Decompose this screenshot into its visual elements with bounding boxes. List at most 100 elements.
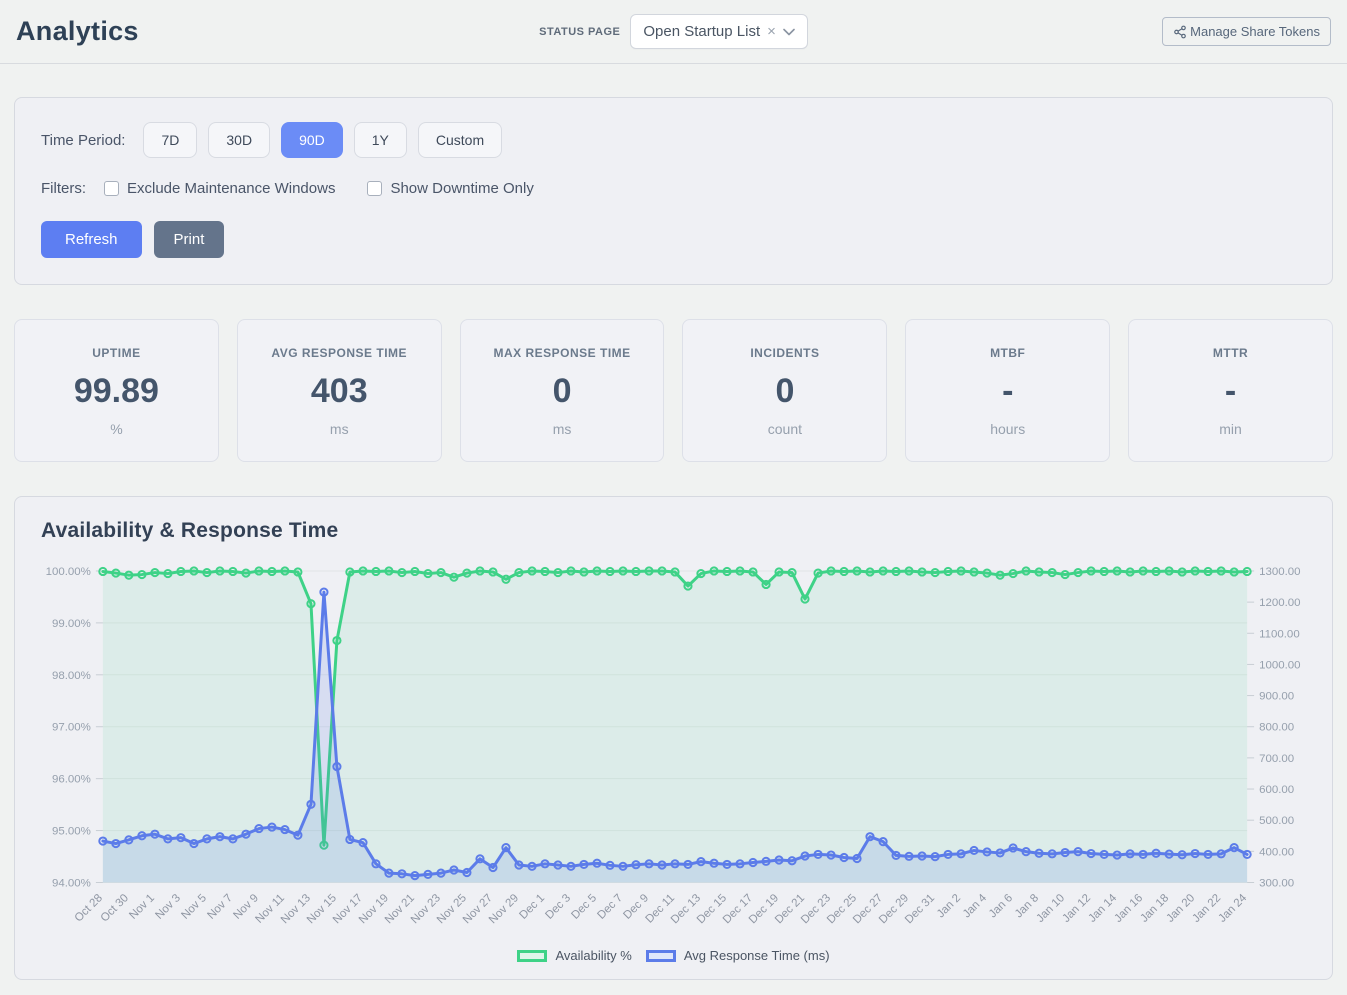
legend-label: Avg Response Time (ms)	[683, 948, 830, 964]
stat-unit: count	[767, 421, 803, 437]
svg-text:900.00: 900.00	[1259, 691, 1294, 703]
stat-label: AVG RESPONSE TIME	[271, 346, 408, 360]
availability-legend-swatch	[517, 949, 548, 962]
svg-text:1300.00: 1300.00	[1259, 566, 1300, 578]
period-button-30d[interactable]: 30D	[208, 122, 271, 158]
stat-unit: hours	[990, 421, 1026, 437]
stat-label: MTBF	[990, 346, 1026, 360]
checkbox-show-downtime[interactable]: Show Downtime Only	[367, 180, 534, 197]
svg-text:Dec 7: Dec 7	[595, 892, 625, 922]
svg-text:Jan 20: Jan 20	[1164, 892, 1197, 925]
svg-text:Dec 3: Dec 3	[543, 892, 573, 922]
svg-text:Jan 6: Jan 6	[987, 892, 1015, 920]
print-button[interactable]: Print	[153, 221, 225, 258]
availability-response-chart: 100.00% 99.00% 98.00% 97.00% 96.00% 95.00% 94.…	[46, 566, 1301, 926]
page-title: Analytics	[16, 16, 139, 46]
period-button-custom[interactable]: Custom	[417, 122, 503, 158]
svg-text:Dec 1: Dec 1	[517, 892, 547, 922]
svg-text:94.00%: 94.00%	[52, 877, 91, 889]
stat-card-incidents: INCIDENTS 0 count	[682, 319, 888, 462]
svg-text:600.00: 600.00	[1259, 784, 1294, 796]
top-header: Analytics STATUS PAGE Open Startup List …	[0, 0, 1347, 64]
manage-share-tokens-label: Manage Share Tokens	[1190, 24, 1320, 39]
chevron-down-icon	[783, 28, 795, 36]
svg-text:Nov 29: Nov 29	[487, 892, 521, 926]
checkbox-exclude-maintenance-box[interactable]	[104, 181, 119, 196]
time-period-label: Time Period:	[41, 131, 126, 149]
filter-panel: Time Period: 7D 30D 90D 1Y Custom Filter…	[14, 97, 1333, 285]
stat-value: -	[1224, 372, 1237, 410]
svg-text:Oct 28: Oct 28	[73, 892, 105, 924]
stat-unit: %	[110, 421, 123, 437]
stat-card-uptime: UPTIME 99.89 %	[14, 319, 219, 462]
svg-text:Nov 3: Nov 3	[153, 892, 183, 922]
stat-value: 403	[310, 372, 368, 410]
stat-value: 0	[552, 372, 572, 410]
legend-item-availability[interactable]: Availability %	[517, 948, 632, 964]
chart-legend: Availability % Avg Response Time (ms)	[15, 946, 1332, 969]
stat-value: 0	[775, 372, 795, 410]
stat-label: UPTIME	[92, 346, 141, 360]
stat-unit: ms	[552, 421, 572, 437]
stat-unit: min	[1219, 421, 1242, 437]
chart-panel: Availability & Response Time 100.00% 99.0…	[14, 496, 1333, 981]
svg-text:500.00: 500.00	[1259, 815, 1294, 827]
svg-text:100.00%: 100.00%	[46, 566, 91, 578]
stat-label: MAX RESPONSE TIME	[493, 346, 631, 360]
stat-label: MTTR	[1212, 346, 1249, 360]
stat-card-avg-response: AVG RESPONSE TIME 403 ms	[236, 319, 442, 462]
svg-text:Nov 5: Nov 5	[179, 892, 209, 922]
svg-text:Jan 16: Jan 16	[1112, 892, 1145, 925]
period-button-7d[interactable]: 7D	[143, 122, 198, 158]
checkbox-exclude-maintenance[interactable]: Exclude Maintenance Windows	[104, 180, 335, 197]
svg-text:400.00: 400.00	[1259, 846, 1294, 858]
legend-label: Availability %	[555, 948, 632, 964]
stat-value: 99.89	[73, 372, 159, 410]
status-page-select[interactable]: Open Startup List ×	[630, 14, 808, 49]
stat-card-mtbf: MTBF - hours	[905, 319, 1111, 462]
refresh-button[interactable]: Refresh	[41, 221, 142, 258]
svg-text:Jan 2: Jan 2	[935, 892, 963, 920]
stat-card-mttr: MTTR - min	[1128, 319, 1333, 462]
svg-text:95.00%: 95.00%	[52, 826, 91, 838]
svg-text:Dec 31: Dec 31	[903, 892, 937, 926]
legend-item-response-time[interactable]: Avg Response Time (ms)	[645, 948, 830, 964]
stat-value: -	[1002, 372, 1014, 410]
share-icon	[1173, 25, 1187, 39]
svg-text:99.00%: 99.00%	[52, 618, 91, 630]
svg-text:1000.00: 1000.00	[1259, 659, 1300, 671]
time-period-group: 7D 30D 90D 1Y Custom	[143, 122, 503, 158]
svg-text:Jan 10: Jan 10	[1034, 892, 1067, 925]
stat-label: INCIDENTS	[750, 346, 820, 360]
checkbox-exclude-maintenance-label: Exclude Maintenance Windows	[127, 180, 336, 197]
svg-text:Nov 7: Nov 7	[205, 892, 235, 922]
manage-share-tokens-button[interactable]: Manage Share Tokens	[1162, 17, 1331, 46]
svg-text:96.00%: 96.00%	[52, 774, 91, 786]
chart-title: Availability & Response Time	[41, 519, 339, 542]
svg-text:Jan 22: Jan 22	[1190, 892, 1223, 925]
svg-text:Dec 5: Dec 5	[569, 892, 599, 922]
checkbox-show-downtime-box[interactable]	[367, 181, 383, 196]
status-page-label: STATUS PAGE	[539, 25, 621, 38]
svg-text:Jan 12: Jan 12	[1060, 892, 1093, 925]
period-button-90d[interactable]: 90D	[281, 122, 343, 158]
svg-text:Nov 1: Nov 1	[127, 892, 157, 922]
status-page-selected-value: Open Startup List	[643, 23, 761, 40]
svg-text:Jan 24: Jan 24	[1216, 892, 1249, 925]
stat-unit: ms	[329, 421, 349, 437]
svg-text:97.00%: 97.00%	[52, 722, 91, 734]
svg-text:Jan 4: Jan 4	[961, 892, 990, 921]
svg-text:800.00: 800.00	[1259, 722, 1294, 734]
svg-text:300.00: 300.00	[1259, 877, 1294, 889]
stats-row: UPTIME 99.89 % AVG RESPONSE TIME 403 ms …	[14, 319, 1333, 462]
checkbox-show-downtime-label: Show Downtime Only	[390, 180, 534, 197]
svg-text:700.00: 700.00	[1259, 753, 1294, 765]
svg-text:98.00%: 98.00%	[52, 670, 91, 682]
svg-text:Oct 30: Oct 30	[99, 892, 131, 924]
svg-text:1100.00: 1100.00	[1259, 628, 1300, 640]
period-button-1y[interactable]: 1Y	[353, 122, 407, 158]
response-time-legend-swatch	[645, 949, 676, 962]
stat-card-max-response: MAX RESPONSE TIME 0 ms	[459, 319, 665, 462]
filters-label: Filters:	[41, 180, 86, 197]
clear-selection-icon[interactable]: ×	[767, 23, 776, 40]
